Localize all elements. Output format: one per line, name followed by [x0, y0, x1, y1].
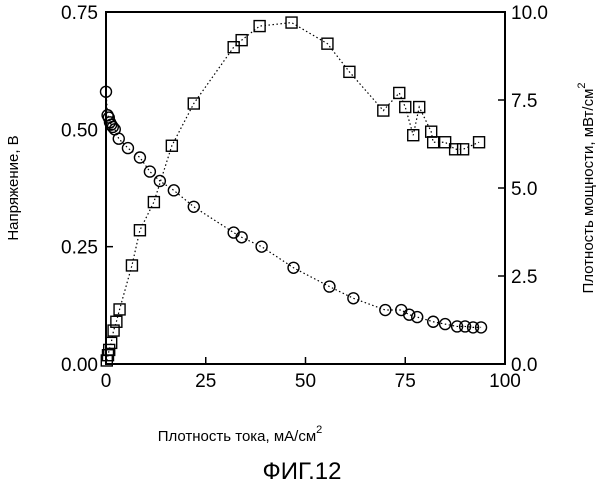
voltage-curve — [106, 92, 481, 328]
y-left-axis-label: Напряжение, В — [5, 135, 22, 240]
voltage-point — [412, 312, 423, 323]
y-right-tick-label: 7.5 — [511, 91, 537, 112]
voltage-point — [134, 152, 145, 163]
power-density-line — [106, 23, 481, 361]
voltage-point — [188, 201, 199, 212]
y-right-axis-label-superscript: 2 — [576, 82, 588, 88]
y-left-tick-label: 0.50 — [61, 120, 98, 141]
voltage-point — [404, 309, 415, 320]
power-density-point — [458, 144, 469, 155]
x-tick-label: 75 — [395, 371, 416, 392]
voltage-point — [256, 241, 267, 252]
voltage-point — [396, 305, 407, 316]
voltage-point — [380, 305, 391, 316]
y-left-tick-label: 0.00 — [61, 355, 98, 376]
power-density-curve — [107, 23, 479, 361]
x-tick-label: 0 — [101, 371, 112, 392]
y-right-axis-label-text: Плотность мощности, мВт/см — [580, 89, 597, 294]
voltage-point — [348, 293, 359, 304]
y-right-tick-label: 5.0 — [511, 179, 537, 200]
x-tick-label: 50 — [295, 371, 316, 392]
voltage-point — [168, 185, 179, 196]
y-left-tick-label: 0.25 — [61, 238, 98, 259]
y-right-tick-label: 0.0 — [511, 355, 537, 376]
y-right-tick-label: 10.0 — [511, 3, 548, 24]
x-axis-label-text: Плотность тока, мА/см — [158, 428, 316, 445]
power-density-point — [286, 17, 297, 28]
y-right-axis-label: Плотность мощности, мВт/см2 — [576, 82, 597, 293]
y-left-tick-label: 0.75 — [61, 3, 98, 24]
voltage-point — [122, 143, 133, 154]
voltage-point — [228, 227, 239, 238]
figure-caption: ФИГ.12 — [0, 458, 604, 486]
axes-ticks — [106, 12, 505, 364]
plot-frame — [106, 12, 505, 364]
x-axis-label-superscript: 2 — [316, 424, 322, 436]
power-density-point — [126, 260, 137, 271]
data-markers — [101, 17, 487, 366]
power-density-point — [428, 137, 439, 148]
power-density-point — [148, 197, 159, 208]
y-right-tick-label: 2.5 — [511, 267, 537, 288]
tick-labels: 02550751000.000.250.500.750.02.55.07.510… — [61, 3, 548, 392]
power-density-point — [400, 102, 411, 113]
x-axis-label: Плотность тока, мА/см2 — [158, 424, 323, 445]
power-density-point — [254, 21, 265, 32]
power-density-point — [394, 87, 405, 98]
power-density-point — [228, 42, 239, 53]
power-density-point — [134, 225, 145, 236]
voltage-point — [144, 166, 155, 177]
x-tick-label: 25 — [195, 371, 216, 392]
voltage-point — [113, 133, 124, 144]
